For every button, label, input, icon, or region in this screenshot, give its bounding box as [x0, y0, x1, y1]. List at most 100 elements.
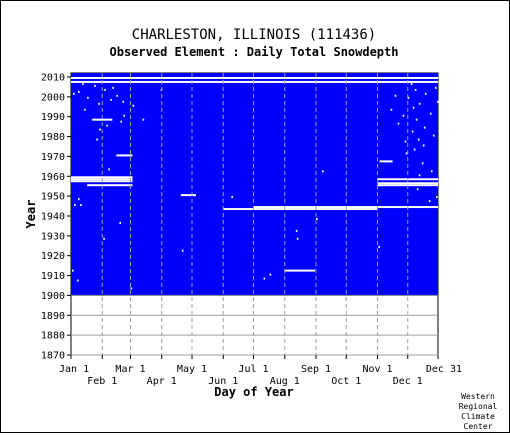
credit-block: Western Regional Climate Center: [459, 392, 498, 431]
missing-day: [430, 170, 433, 173]
chart-title: CHARLESTON, ILLINOIS (111436): [132, 27, 376, 43]
x-axis-label: Day of Year: [214, 385, 293, 399]
missing-day: [106, 124, 108, 127]
missing-day: [424, 92, 427, 95]
missing-day: [82, 82, 84, 85]
x-tick-label: Mar 1: [115, 364, 145, 375]
missing-day: [432, 134, 435, 137]
missing-day: [411, 130, 414, 133]
y-tick-label: 2010: [41, 72, 65, 83]
missing-day: [416, 188, 419, 191]
y-tick-label: 1900: [41, 291, 65, 302]
missing-day: [322, 170, 324, 173]
x-tick-label: Oct 1: [331, 376, 361, 387]
y-tick-label: 1960: [41, 172, 65, 183]
axis-layer: 1870 1880 1890 1900 1910 1920 1930 1940 1950 1960…: [41, 72, 462, 387]
missing-day: [110, 98, 112, 101]
grid-layer: [71, 73, 438, 356]
missing-segment: [180, 194, 197, 197]
y-tick-label: 1870: [41, 351, 65, 362]
y-tick-label: 1950: [41, 192, 65, 203]
missing-day: [404, 140, 407, 143]
missing-day: [269, 273, 272, 276]
y-tick-label: 1930: [41, 231, 65, 242]
credit-line-1: Western: [461, 392, 495, 401]
y-tick-label: 1910: [41, 271, 65, 282]
missing-day: [80, 204, 82, 207]
missing-day: [231, 196, 233, 199]
missing-day: [112, 86, 114, 89]
missing-day: [429, 112, 432, 115]
x-tick-label: Aug 1: [270, 376, 300, 387]
missing-segment: [87, 184, 133, 187]
missing-day: [410, 82, 413, 85]
missing-day: [120, 120, 123, 123]
y-tick-label: 1880: [41, 331, 65, 342]
missing-segment: [71, 176, 133, 179]
missing-day: [99, 128, 101, 131]
missing-day: [378, 245, 381, 248]
missing-day: [390, 108, 393, 111]
missing-day: [418, 102, 421, 105]
missing-day: [405, 152, 408, 155]
missing-day: [435, 196, 438, 199]
missing-day: [423, 126, 426, 129]
missing-day: [78, 198, 80, 201]
x-tick-label: Feb 1: [87, 376, 117, 387]
missing-day: [119, 221, 121, 224]
missing-segment: [379, 160, 393, 163]
x-tick-label: Dec 1: [393, 376, 423, 387]
missing-segment: [92, 118, 113, 121]
missing-segment: [71, 178, 133, 181]
missing-day: [123, 114, 126, 117]
missing-day: [77, 279, 79, 282]
missing-segment: [116, 154, 133, 157]
y-tick-label: 1940: [41, 211, 65, 222]
y-tick-label: 1890: [41, 311, 65, 322]
missing-day: [436, 100, 439, 103]
missing-day: [108, 168, 110, 171]
missing-day: [122, 100, 125, 103]
missing-segment: [71, 180, 133, 183]
missing-day: [402, 114, 405, 117]
missing-day: [181, 249, 184, 252]
missing-day: [414, 88, 417, 91]
missing-day: [130, 287, 133, 290]
missing-day: [417, 138, 420, 141]
plot-layer: [71, 73, 439, 296]
x-tick-label: May 1: [177, 364, 207, 375]
missing-day: [87, 96, 89, 99]
x-tick-label: Jul 1: [238, 364, 268, 375]
x-tick-label: Apr 1: [147, 376, 177, 387]
y-tick-label: 2000: [41, 92, 65, 103]
credit-line-3: Climate: [461, 412, 495, 421]
x-tick-label: Sep 1: [301, 364, 331, 375]
missing-day: [415, 118, 418, 121]
missing-day: [73, 92, 75, 95]
missing-day: [418, 174, 421, 177]
missing-day: [412, 106, 415, 109]
chart-subtitle: Observed Element : Daily Total Snowdepth: [110, 45, 399, 59]
y-axis-label: Year: [24, 200, 38, 229]
y-tick-label: 1970: [41, 152, 65, 163]
missing-day: [413, 148, 416, 151]
missing-day: [84, 108, 86, 111]
missing-day: [78, 90, 80, 93]
missing-day: [397, 122, 400, 125]
missing-segment: [377, 182, 438, 185]
x-tick-label: Dec 31: [426, 364, 462, 375]
missing-day: [96, 138, 98, 141]
missing-segment: [253, 206, 378, 209]
credit-line-4: Center: [464, 422, 493, 431]
x-tick-label: Jan 1: [59, 364, 89, 375]
missing-segment: [71, 80, 438, 83]
missing-day: [98, 102, 100, 105]
missing-day: [296, 237, 299, 240]
missing-day: [104, 88, 106, 91]
missing-day: [116, 94, 118, 97]
y-tick-label: 1990: [41, 112, 65, 123]
missing-day: [422, 144, 425, 147]
missing-day: [394, 94, 397, 97]
